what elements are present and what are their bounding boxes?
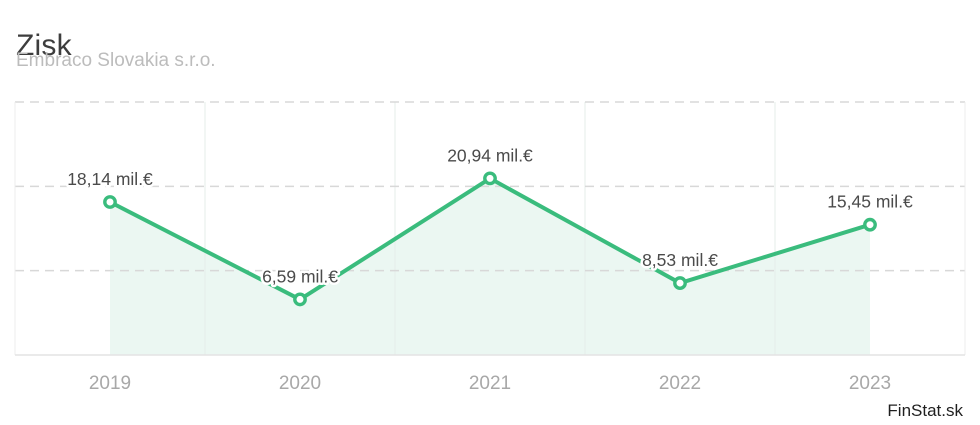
data-point-label: 8,53 mil.€ — [642, 250, 718, 270]
x-axis-tick-label: 2020 — [279, 373, 321, 394]
data-point-marker-2022[interactable] — [673, 276, 687, 290]
data-point-marker-2020[interactable] — [293, 292, 307, 307]
x-axis-tick-label: 2023 — [849, 373, 891, 394]
x-axis-tick-label: 2019 — [89, 373, 131, 394]
x-axis-tick-label: 2021 — [469, 373, 511, 394]
chart-area-fill — [110, 178, 870, 355]
data-point-label: 15,45 mil.€ — [827, 192, 913, 212]
finstat-attribution-link[interactable]: FinStat.sk — [887, 401, 963, 420]
data-point-label: 6,59 mil.€ — [262, 266, 338, 286]
data-point-marker-2023[interactable] — [863, 217, 877, 232]
data-point-marker-2019[interactable] — [103, 195, 117, 209]
x-axis-tick-label: 2022 — [659, 373, 701, 394]
data-point-label: 20,94 mil.€ — [447, 145, 533, 165]
company-subtitle: Embraco Slovakia s.r.o. — [16, 50, 216, 71]
page-title: Zisk — [16, 29, 72, 63]
data-point-marker-2021[interactable] — [483, 171, 497, 186]
data-point-label: 18,14 mil.€ — [67, 169, 153, 189]
